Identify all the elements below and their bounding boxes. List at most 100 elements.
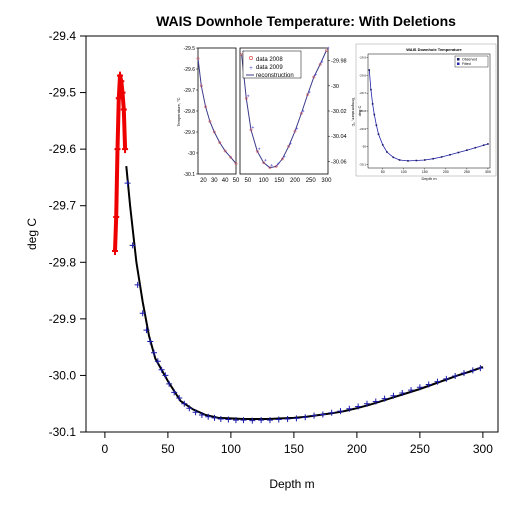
inset-b-ytick-label: -30.06 — [331, 159, 347, 165]
inset-right-ytick-label: -29.8 — [359, 109, 366, 113]
inset-right-ytick-label: -30 — [362, 145, 367, 149]
observed-point — [134, 281, 141, 288]
legend-2009-marker: + — [249, 66, 253, 72]
y-tick-label: -29.6 — [49, 142, 77, 156]
inset-right-observed-point — [381, 144, 384, 146]
inset-a-point — [234, 162, 238, 165]
observed-point — [171, 389, 178, 396]
inset-right-xlabel: Depth m — [421, 176, 437, 181]
observed-point — [162, 372, 169, 379]
observed-point — [181, 400, 188, 407]
legend-2008-label: data 2008 — [256, 57, 283, 63]
inset-b-xtick-label: 100 — [259, 178, 270, 184]
inset-a-ytick-label: -29.8 — [184, 109, 196, 115]
observed-point — [158, 366, 165, 373]
observed-point — [225, 416, 232, 423]
inset-b-xtick-label: 300 — [321, 178, 332, 184]
observed-point — [355, 403, 362, 410]
inset-b-point-2008 — [318, 62, 322, 66]
inset-right-observed-point — [407, 160, 409, 162]
y-axis: -29.4 -29.5 -29.6 -29.7 -29.8 -29.9 -30.0 -30.1 — [49, 29, 86, 439]
inset-a-xtick-label: 50 — [233, 178, 240, 184]
inset-right-observed-point — [370, 88, 372, 91]
y-tick-label: -29.8 — [49, 255, 77, 269]
observed-point — [232, 417, 239, 424]
deleted-point — [120, 105, 127, 114]
y-tick-label: -29.9 — [49, 312, 77, 326]
series-deleted-line — [113, 73, 128, 252]
observed-point — [425, 381, 432, 388]
observed-point — [416, 384, 423, 391]
inset-b-point-2008 — [280, 157, 284, 161]
inset-right-ytick-label: -29.5 — [359, 56, 366, 60]
inset-right-observed-point — [466, 149, 468, 151]
observed-point — [372, 398, 379, 405]
inset-right-xtick-label: 300 — [485, 170, 491, 174]
observed-point — [460, 370, 467, 377]
inset-b-ytick-label: -29.98 — [331, 59, 347, 65]
observed-point — [151, 349, 158, 356]
inset-a-point — [208, 120, 212, 123]
inset-b-point-2009 — [283, 155, 286, 158]
legend-2009-label: data 2009 — [256, 65, 283, 71]
inset-right-observed-point — [457, 151, 460, 154]
deleted-point — [111, 246, 118, 255]
observed-point — [399, 389, 406, 396]
x-tick-label: 0 — [102, 442, 109, 456]
inset-b-xtick-label: 250 — [306, 178, 317, 184]
observed-point — [311, 412, 318, 419]
inset-b-point-2008 — [244, 96, 248, 100]
inset-right-observed-point — [449, 154, 451, 156]
observed-point — [124, 180, 131, 187]
inset-b-point-2008 — [262, 161, 266, 165]
legend-2008-marker — [249, 56, 253, 60]
observed-point — [129, 242, 136, 249]
legend-fitted-swatch — [457, 62, 460, 65]
x-tick-label: 100 — [221, 442, 241, 456]
y-tick-label: -29.5 — [49, 86, 77, 100]
inset-right-curves — [368, 69, 489, 162]
observed-point — [319, 411, 326, 418]
observed-point — [346, 405, 353, 412]
observed-point — [266, 417, 273, 424]
y-axis-label: deg C — [25, 218, 39, 250]
deleted-point — [113, 213, 120, 222]
inset-right-observed-point — [432, 157, 435, 160]
observed-point — [390, 392, 397, 399]
observed-point — [452, 372, 459, 379]
observed-point — [249, 417, 256, 424]
inset-b-xtick-label: 150 — [274, 178, 285, 184]
inset-left-curves — [196, 46, 330, 170]
observed-point — [381, 395, 388, 402]
y-tick-label: -30.1 — [49, 425, 77, 439]
inset-right-xtick-label: 150 — [422, 170, 428, 174]
inset-right-observed-point — [398, 159, 401, 161]
inset-right-observed-point — [373, 113, 376, 116]
inset-b-point-2008 — [324, 49, 328, 52]
inset-a-xtick-label: 40 — [222, 178, 229, 184]
observed-point — [469, 367, 476, 374]
observed-point — [240, 417, 247, 424]
observed-point — [363, 400, 370, 407]
inset-left-panels: -29.5 -29.6 -29.7 -29.8 -29.9 -30 -30.1 20 30 40 5… — [176, 46, 356, 184]
inset-right-observed-point — [415, 159, 418, 162]
inset-a-ytick-label: -30 — [188, 151, 195, 157]
inset-b-point-2009 — [276, 162, 280, 166]
inset-right-ylabel: deg C — [357, 106, 362, 117]
inset-right-observed-point — [392, 156, 395, 159]
observed-point — [176, 395, 183, 402]
observed-point — [192, 409, 199, 416]
inset-b-point-2009 — [295, 127, 299, 130]
inset-b-point-2009 — [289, 142, 292, 145]
observed-point — [154, 358, 161, 365]
observed-point — [443, 375, 450, 382]
inset-b-point-2009 — [251, 126, 255, 129]
inset-right-xtick-label: 200 — [443, 170, 449, 174]
inset-left-b-ticks: 50 100 150 200 250 300 — [245, 178, 333, 184]
series-layer — [111, 71, 484, 424]
inset-right-title: WAIS Downhole Temperature — [406, 47, 462, 52]
observed-point — [293, 415, 300, 422]
inset-b-point-2008 — [312, 75, 316, 79]
